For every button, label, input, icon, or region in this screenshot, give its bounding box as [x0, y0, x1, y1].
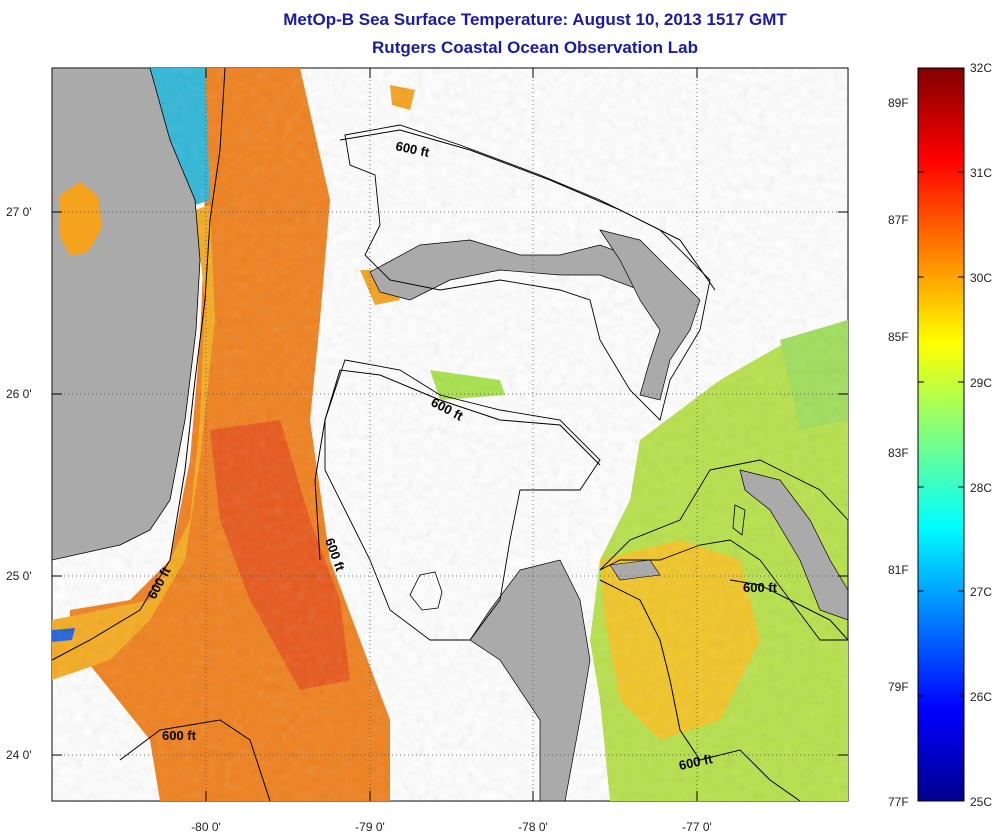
- contour-600ft-north: [339, 129, 716, 291]
- land-eleuthera: [739, 469, 848, 621]
- colorbar-label-c: 25C: [970, 795, 993, 809]
- contour-600ft-tongue: [599, 579, 801, 801]
- colorbar-label-c: 28C: [970, 481, 993, 495]
- bank-outline-exuma: [732, 504, 746, 536]
- contour-label: 600 ft: [162, 728, 197, 743]
- colorbar-label-c: 26C: [970, 690, 993, 704]
- colorbar-label-f: 85F: [888, 330, 909, 344]
- map-subtitle: Rutgers Coastal Ocean Observation Lab: [372, 38, 698, 57]
- colorbar-label-f: 87F: [888, 213, 909, 227]
- colorbar-label-f: 77F: [888, 795, 909, 809]
- colorbar-label-f: 81F: [888, 563, 909, 577]
- grid-lines: [52, 68, 848, 801]
- colorbar-ticks: [918, 171, 964, 697]
- lat-label: 26 0': [6, 387, 32, 401]
- colorbar-label-c: 27C: [970, 585, 993, 599]
- contour-label: 600 ft: [678, 751, 715, 773]
- colorbar-label-f: 79F: [888, 680, 909, 694]
- land-abaco: [599, 229, 701, 401]
- contour-600ft-florida: [52, 68, 226, 661]
- colorbar-label-c: 29C: [970, 376, 993, 390]
- map-title: MetOp-B Sea Surface Temperature: August …: [283, 10, 787, 29]
- contour-label: 600 ft: [394, 138, 431, 160]
- colorbar-label-c: 30C: [970, 271, 993, 285]
- lon-label: -79 0': [355, 820, 385, 834]
- bank-outline-great-bahama: [324, 359, 601, 641]
- lat-label: 25 0': [6, 569, 32, 583]
- lat-label: 27 0': [6, 205, 32, 219]
- bank-outline-little-bahama: [344, 124, 711, 421]
- lon-label: -78 0': [518, 820, 548, 834]
- contour-600ft-south: [119, 719, 271, 801]
- contour-label: 600 ft: [743, 580, 778, 595]
- bank-outline-hole: [409, 571, 443, 611]
- lat-label: 24 0': [6, 748, 32, 762]
- colorbar-label-f: 89F: [888, 96, 909, 110]
- lon-label: -80 0': [191, 820, 221, 834]
- axis-ticks: [52, 68, 848, 801]
- contour-600ft-central: [314, 369, 601, 561]
- colorbar-label-c: 32C: [970, 61, 993, 75]
- colorbar-label-c: 31C: [970, 166, 993, 180]
- contour-600ft-east: [729, 579, 848, 641]
- bank-outline-east: [599, 459, 848, 641]
- lon-label: -77 0': [682, 820, 712, 834]
- lake: [60, 182, 102, 256]
- colorbar-label-f: 83F: [888, 446, 909, 460]
- colorbar: [917, 67, 965, 802]
- land-berry: [609, 559, 661, 581]
